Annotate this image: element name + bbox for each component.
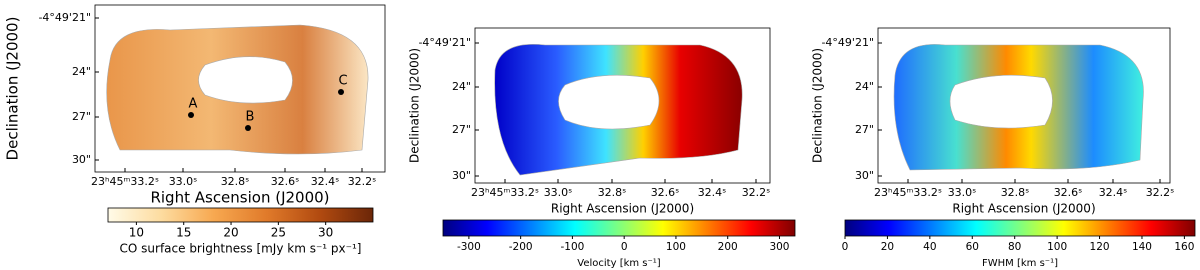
- colorbar-tick-label: 300: [769, 241, 789, 253]
- colorbar-tick-label: 100: [1047, 241, 1067, 253]
- x-tick-label: 33.0ˢ: [169, 175, 198, 188]
- y-tick-label: -4°49'21": [821, 36, 874, 49]
- colorbar-tick-label: 120: [1090, 241, 1110, 253]
- x-tick-label: 33.0ˢ: [544, 186, 573, 199]
- x-tick-label: 23ʰ45ᵐ33.2ˢ: [874, 186, 942, 199]
- y-axis-label: Declination (J2000): [811, 48, 825, 163]
- x-tick-label: 32.2ˢ: [348, 175, 377, 188]
- colorbar-tick-label: 20: [881, 241, 894, 253]
- colorbar-tick-label: 0: [842, 241, 849, 253]
- y-tick-label: 30": [452, 169, 471, 182]
- fwhm-map: [893, 44, 1144, 171]
- annotation-label: C: [338, 74, 347, 89]
- colorbar-tick-label: 60: [966, 241, 979, 253]
- x-axis-label: Right Ascension (J2000): [952, 202, 1095, 216]
- colorbar-tick-label: 160: [1174, 241, 1194, 253]
- axes-frame: [474, 27, 771, 184]
- y-tick-label: 27": [452, 123, 471, 136]
- x-tick-label: 32.4ˢ: [1099, 186, 1128, 199]
- colorbar-tick-label: 80: [1008, 241, 1021, 253]
- colorbar-tick-label: 0: [621, 241, 628, 253]
- colorbar-tick-label: -200: [509, 241, 533, 253]
- x-tick-label: 32.8ˢ: [221, 175, 250, 188]
- colorbar-tick-label: 10: [129, 226, 144, 240]
- x-axis-label: Right Ascension (J2000): [150, 189, 329, 207]
- axes-frame: [94, 4, 386, 173]
- y-tick-label: -4°49'21": [38, 11, 91, 24]
- colorbar: [442, 219, 796, 237]
- x-tick-label: 32.4ˢ: [698, 186, 727, 199]
- axes-frame: [877, 27, 1171, 184]
- colorbar: [107, 207, 374, 223]
- velocity-map: [494, 44, 743, 176]
- y-tick-label: 24": [72, 65, 91, 78]
- y-tick-label: 30": [72, 153, 91, 166]
- x-tick-label: 32.6ˢ: [651, 186, 680, 199]
- x-tick-label: 32.2ˢ: [742, 186, 771, 199]
- x-tick-label: 32.4ˢ: [311, 175, 340, 188]
- annotation-marker: [188, 112, 194, 118]
- colorbar-tick-label: 20: [223, 226, 238, 240]
- x-tick-label: 32.8ˢ: [1001, 186, 1030, 199]
- colorbar-tick-label: -300: [457, 241, 481, 253]
- colorbar-tick-label: 40: [923, 241, 936, 253]
- annotation-label: B: [246, 110, 255, 125]
- colorbar-label: FWHM [km s⁻¹]: [982, 258, 1058, 269]
- x-tick-label: 23ʰ45ᵐ33.2ˢ: [91, 175, 159, 188]
- x-axis-label: Right Ascension (J2000): [551, 202, 694, 216]
- x-tick-label: 32.8ˢ: [598, 186, 627, 199]
- emission-map: [106, 24, 369, 155]
- y-axis-label: Declination (J2000): [408, 48, 422, 163]
- colorbar-tick-label: 140: [1132, 241, 1152, 253]
- y-tick-label: 27": [855, 123, 874, 136]
- y-tick-label: 27": [72, 110, 91, 123]
- colorbar-tick-label: 30: [318, 226, 333, 240]
- colorbar-tick-label: 25: [271, 226, 286, 240]
- colorbar: [844, 219, 1196, 237]
- y-tick-label: -4°49'21": [418, 36, 471, 49]
- x-tick-label: 32.2ˢ: [1146, 186, 1175, 199]
- colorbar-tick-label: 100: [666, 241, 686, 253]
- y-tick-label: 24": [452, 80, 471, 93]
- annotation-label: A: [189, 97, 198, 112]
- colorbar-tick-label: 15: [176, 226, 191, 240]
- x-tick-label: 32.6ˢ: [271, 175, 300, 188]
- colorbar-label: Velocity [km s⁻¹]: [577, 258, 661, 269]
- annotation-marker: [338, 89, 344, 95]
- x-tick-label: 32.6ˢ: [1054, 186, 1083, 199]
- colorbar-tick-label: 200: [718, 241, 738, 253]
- x-tick-label: 23ʰ45ᵐ33.2ˢ: [471, 186, 539, 199]
- y-tick-label: 30": [855, 169, 874, 182]
- colorbar-tick-label: -100: [560, 241, 584, 253]
- y-axis-label: Declination (J2000): [4, 17, 22, 161]
- annotation-marker: [245, 125, 251, 131]
- x-tick-label: 33.0ˢ: [948, 186, 977, 199]
- colorbar-label: CO surface brightness [mJy km s⁻¹ px⁻¹]: [120, 242, 362, 256]
- y-tick-label: 24": [855, 80, 874, 93]
